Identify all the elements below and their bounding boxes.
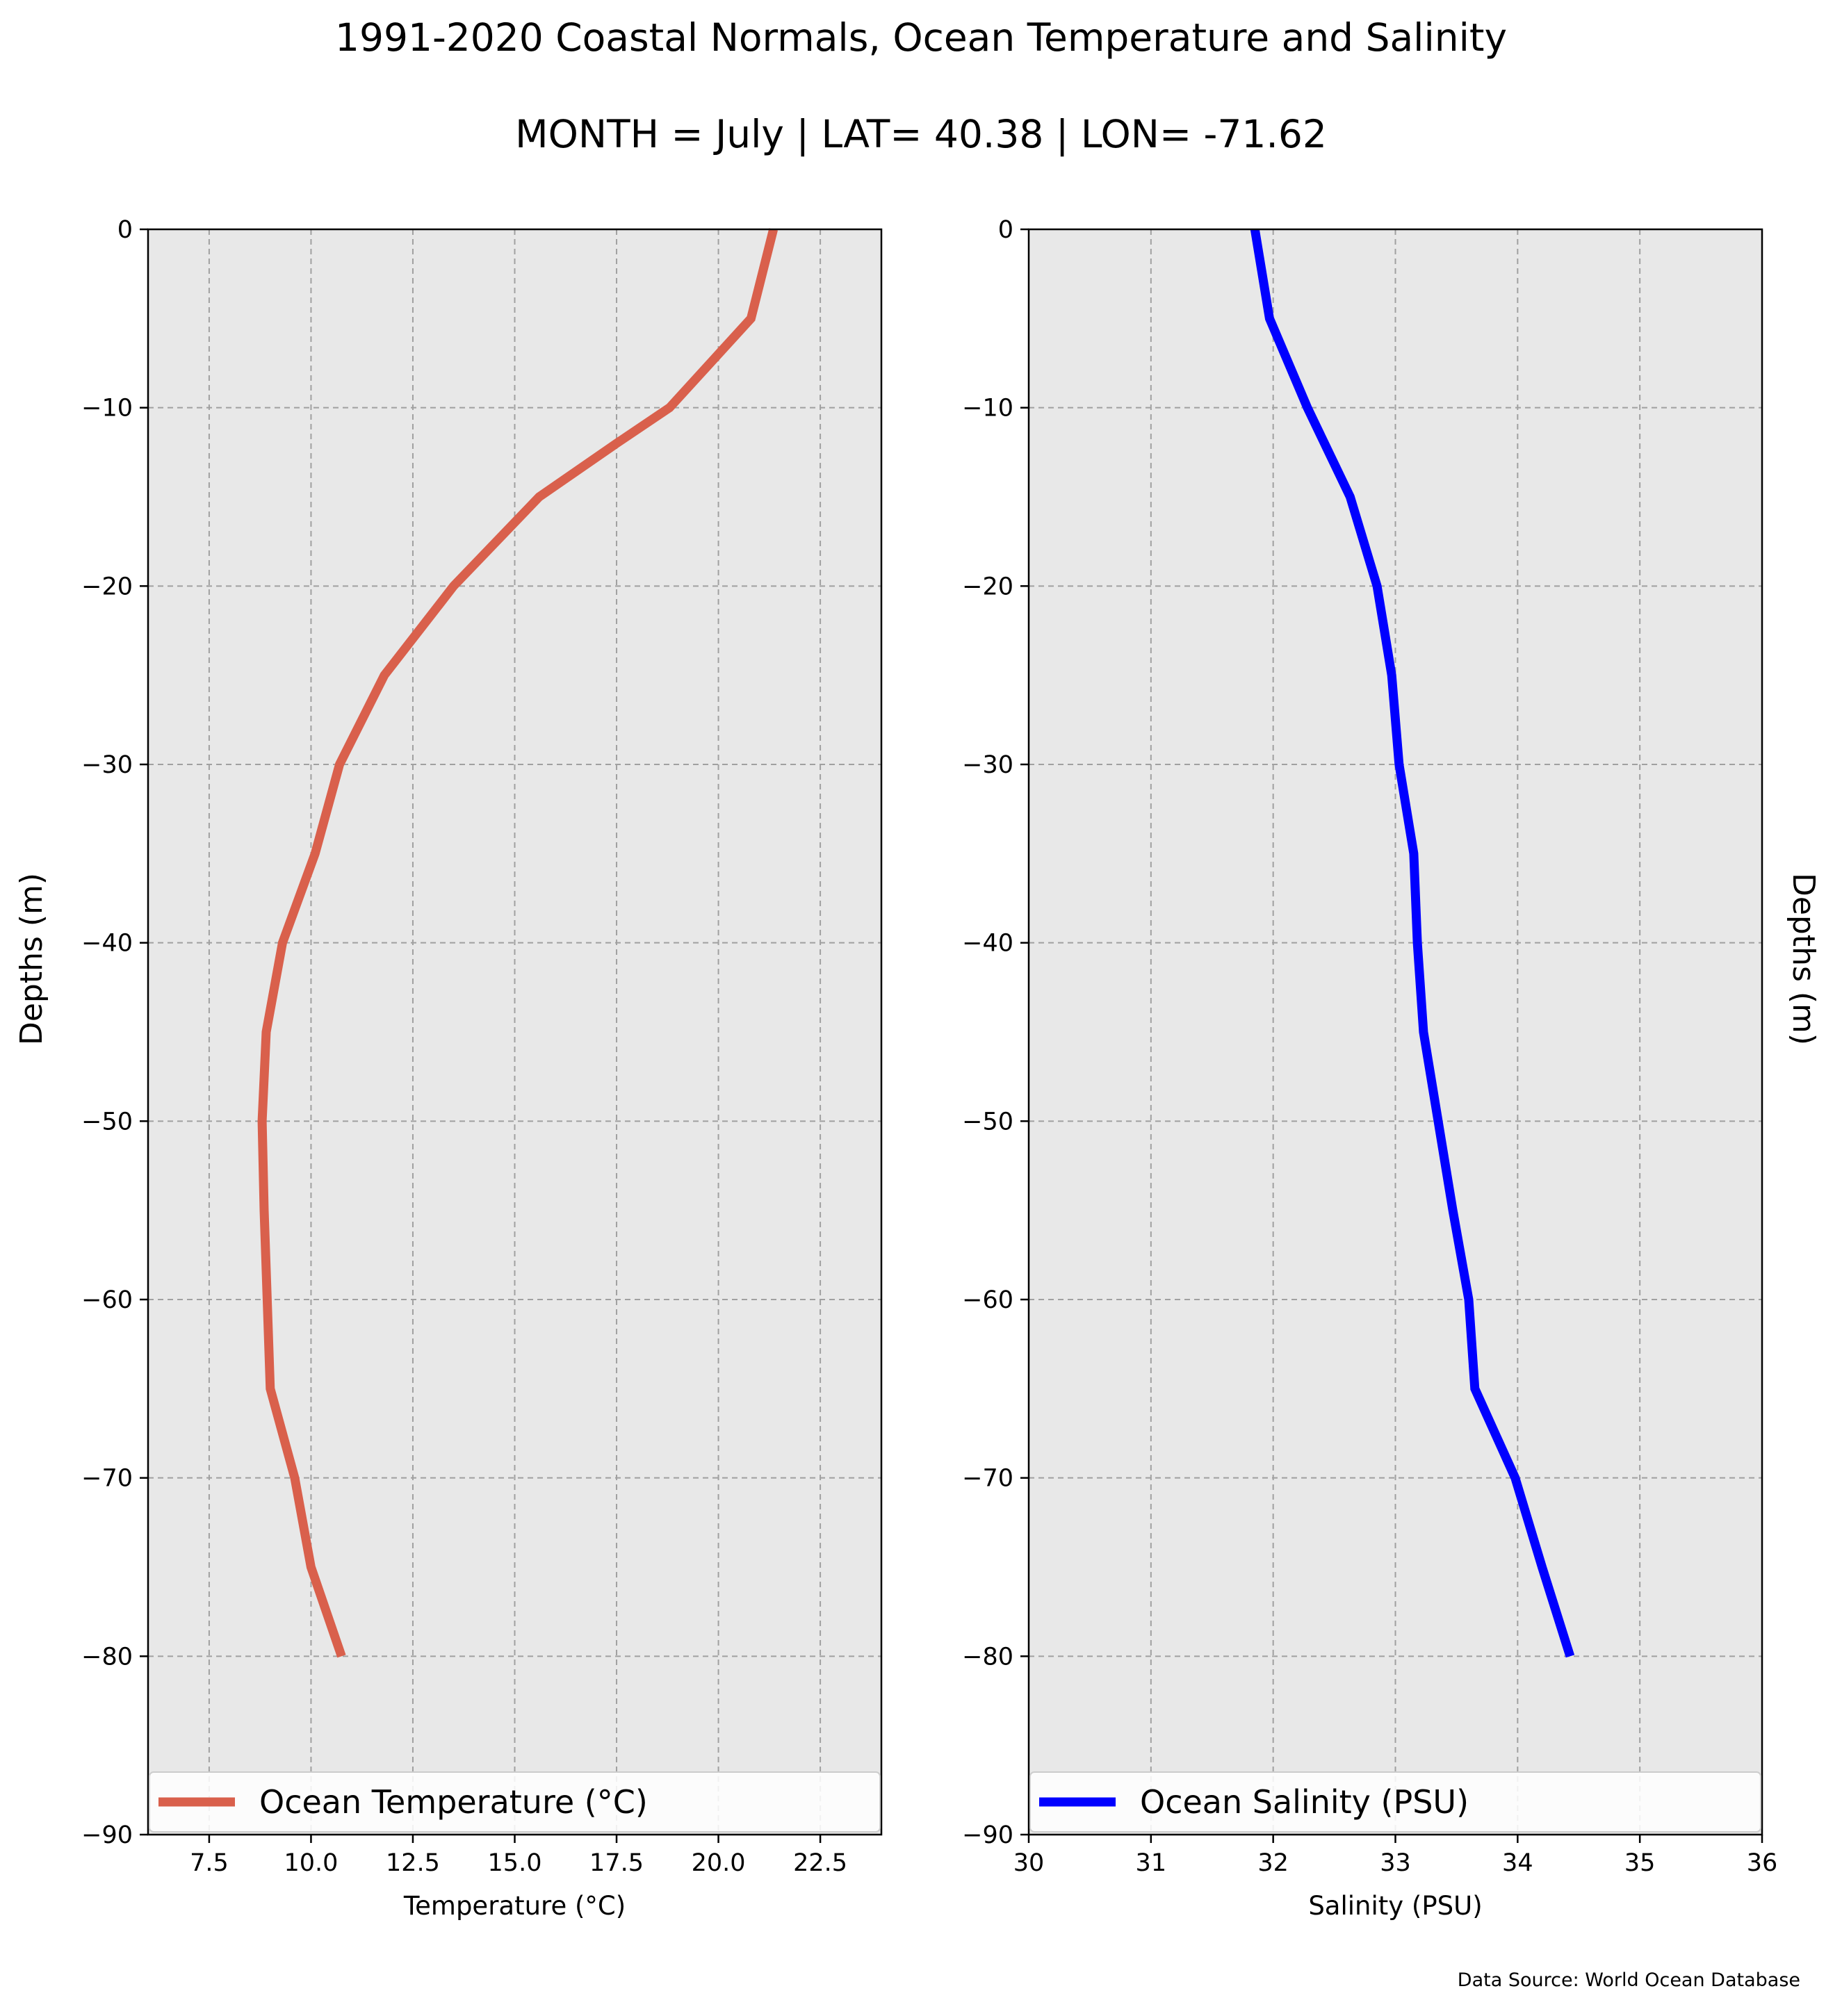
temperature-panel: 7.5 10.0 12.5 15.0 17.5 20.0 22.5 0 −10 −20 −30 −40… [81, 216, 883, 1921]
y-tick-label: −50 [81, 1108, 133, 1136]
x-tick-label: 12.5 [386, 1849, 440, 1877]
x-tick-label: 30 [1013, 1849, 1045, 1877]
y-tick-label: −90 [81, 1821, 133, 1849]
y-tick-label: −40 [81, 930, 133, 958]
y-tick-label: −70 [81, 1465, 133, 1493]
y-tick-label: −30 [962, 751, 1013, 779]
x-tick-label: 17.5 [589, 1849, 644, 1877]
x-tick-label: 33 [1380, 1849, 1411, 1877]
y-tick-label: −70 [962, 1465, 1013, 1493]
left-y-axis-label: Depths (m) [14, 873, 49, 1045]
y-tick-label: −90 [962, 1821, 1013, 1849]
right-y-axis-label: Depths (m) [1786, 873, 1821, 1045]
chart-subtitle: MONTH = July | LAT= 40.38 | LON= -71.62 [515, 112, 1327, 157]
axes-frame [147, 228, 883, 1836]
x-tick-label: 22.5 [793, 1849, 847, 1877]
legend: Ocean Salinity (PSU) [1029, 1771, 1761, 1833]
legend-box [1029, 1771, 1761, 1833]
x-tick-label: 35 [1624, 1849, 1656, 1877]
x-tick-label: 10.0 [284, 1849, 338, 1877]
x-tick-label: 36 [1747, 1849, 1778, 1877]
salinity-panel: 30 31 32 33 34 35 36 0 −10 −20 −30 −40 −50 −60 −70 −80 −… [962, 216, 1777, 1921]
y-tick-label: 0 [998, 216, 1013, 244]
y-tick-label: −60 [81, 1286, 133, 1314]
x-axis-label: Temperature (°C) [403, 1891, 626, 1921]
y-tick-label: −10 [962, 395, 1013, 423]
y-tick-label: −50 [962, 1108, 1013, 1136]
y-tick-label: −30 [81, 751, 133, 779]
legend-label: Ocean Salinity (PSU) [1140, 1783, 1469, 1821]
x-tick-label: 7.5 [190, 1849, 229, 1877]
data-source-note: Data Source: World Ocean Database [1458, 1969, 1800, 1991]
legend-label: Ocean Temperature (°C) [259, 1783, 648, 1821]
chart-title: 1991-2020 Coastal Normals, Ocean Tempera… [335, 15, 1507, 60]
y-tick-label: −60 [962, 1286, 1013, 1314]
x-tick-label: 34 [1502, 1849, 1533, 1877]
y-tick-label: −80 [81, 1643, 133, 1671]
x-axis-label: Salinity (PSU) [1308, 1891, 1482, 1921]
x-tick-label: 20.0 [692, 1849, 746, 1877]
legend-box [149, 1771, 881, 1833]
legend: Ocean Temperature (°C) [149, 1771, 881, 1833]
y-tick-label: −40 [962, 930, 1013, 958]
x-tick-label: 31 [1136, 1849, 1167, 1877]
y-tick-label: −80 [962, 1643, 1013, 1671]
y-tick-label: −10 [81, 395, 133, 423]
x-tick-label: 32 [1257, 1849, 1289, 1877]
axes-frame [1027, 228, 1763, 1836]
y-tick-label: 0 [117, 216, 133, 244]
series-line-temperature [257, 228, 779, 1658]
y-tick-label: −20 [962, 573, 1013, 600]
series-line-salinity [1250, 228, 1575, 1658]
y-tick-label: −20 [81, 573, 133, 600]
x-tick-label: 15.0 [488, 1849, 542, 1877]
